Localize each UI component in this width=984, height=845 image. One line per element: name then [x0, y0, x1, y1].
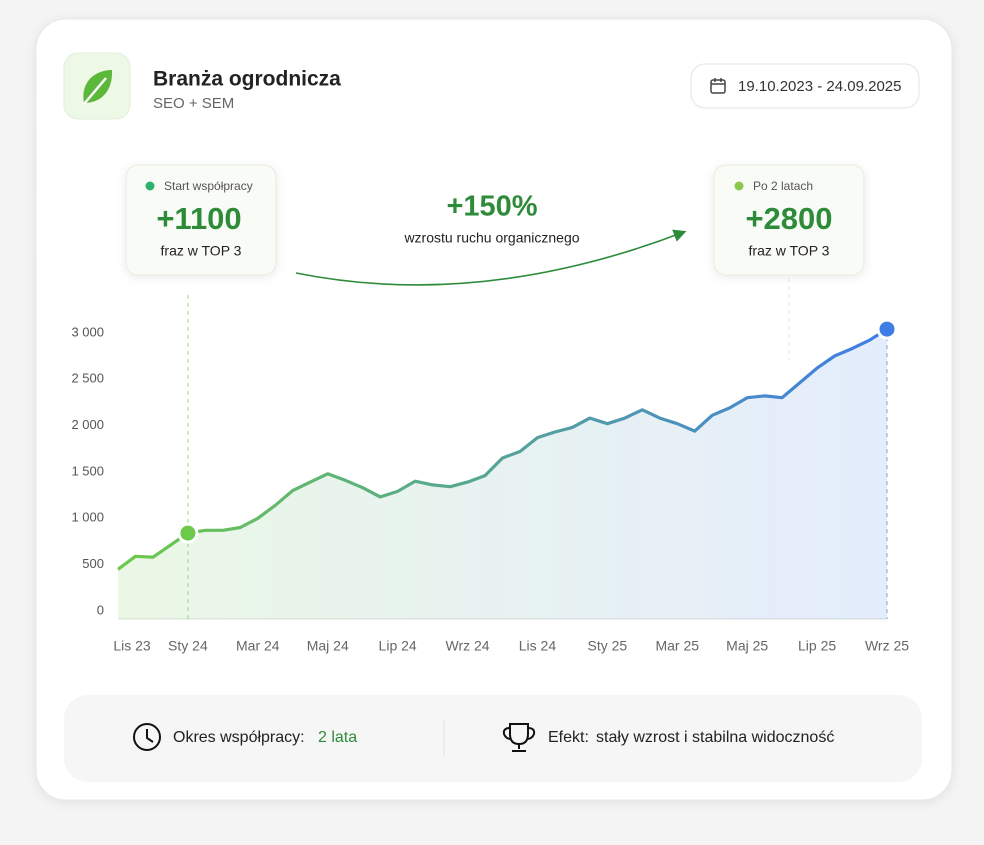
- x-tick-label: Sty 24: [168, 638, 208, 654]
- x-tick-label: Lis 23: [113, 638, 151, 654]
- area: [118, 329, 887, 619]
- x-tick-label: Maj 24: [307, 638, 349, 654]
- period-value: 2 lata: [318, 729, 357, 746]
- clock-icon: [133, 723, 161, 751]
- y-tick-label: 500: [82, 556, 104, 571]
- callout-end: Po 2 latach +2800 fraz w TOP 3: [713, 164, 865, 276]
- calendar-icon: [710, 78, 726, 94]
- callout-start: Start współpracy +1100 fraz w TOP 3: [125, 164, 277, 276]
- x-tick-label: Maj 25: [726, 638, 768, 654]
- x-tick-label: Lip 24: [379, 638, 417, 654]
- x-tick-label: Mar 24: [236, 638, 280, 654]
- period-label: Okres współpracy:: [173, 729, 305, 746]
- leaf-icon: [83, 70, 113, 105]
- footer-box: [64, 695, 922, 782]
- x-tick-label: Lis 24: [519, 638, 557, 654]
- y-tick-label: 1 500: [71, 463, 104, 478]
- x-tick-label: Wrz 24: [445, 638, 489, 654]
- end-marker: [876, 318, 898, 340]
- growth-text: wzrostu ruchu organicznego: [403, 230, 579, 246]
- callout-unit: fraz w TOP 3: [749, 243, 830, 259]
- y-tick-label: 0: [97, 602, 104, 617]
- x-tick-label: Wrz 25: [865, 638, 909, 654]
- y-tick-label: 2 500: [71, 371, 104, 386]
- x-tick-label: Mar 25: [655, 638, 699, 654]
- callout-unit: fraz w TOP 3: [161, 243, 242, 259]
- growth-value: +150%: [446, 191, 537, 223]
- callout-value: +1100: [156, 201, 241, 236]
- x-tick-label: Lip 25: [798, 638, 836, 654]
- title: Branża ogrodnicza: [153, 68, 341, 91]
- callout-box: [125, 164, 277, 276]
- callout-caption: Start współpracy: [164, 179, 253, 193]
- callout-caption: Po 2 latach: [753, 179, 813, 193]
- legend-dot: [145, 181, 155, 191]
- callout-box: [713, 164, 865, 276]
- date-pill: [690, 63, 920, 109]
- x-tick-label: Sty 25: [588, 638, 628, 654]
- subtitle: SEO + SEM: [153, 95, 234, 112]
- trophy-icon: [502, 723, 536, 752]
- legend-dot: [734, 181, 744, 191]
- callout-value: +2800: [745, 201, 832, 236]
- effect-value: stały wzrost i stabilna widoczność: [596, 729, 834, 746]
- date-range: 19.10.2023 - 24.09.2025: [738, 78, 901, 95]
- y-tick-label: 2 000: [71, 417, 104, 432]
- y-tick-label: 3 000: [71, 324, 104, 339]
- effect-label: Efekt:: [548, 729, 589, 746]
- y-tick-label: 1 000: [71, 510, 104, 525]
- growth-arrow: [295, 229, 687, 286]
- start-marker: [177, 522, 199, 544]
- line: [117, 327, 888, 571]
